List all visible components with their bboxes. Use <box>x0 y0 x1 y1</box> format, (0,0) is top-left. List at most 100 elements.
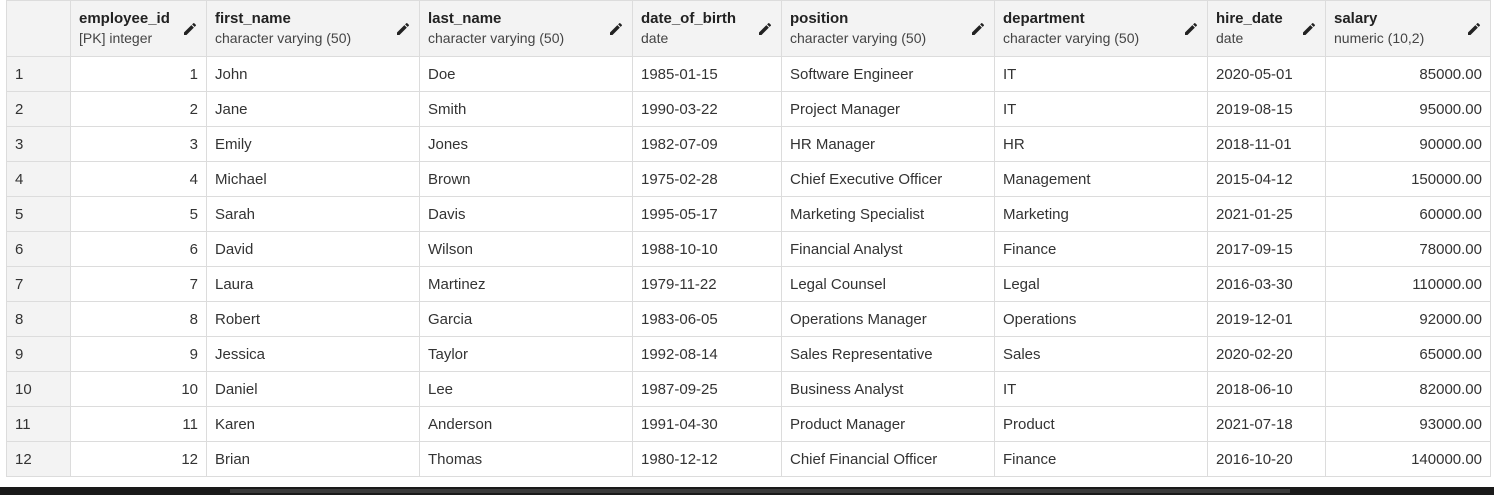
cell-department[interactable]: IT <box>994 56 1208 92</box>
cell-salary[interactable]: 90000.00 <box>1325 126 1491 162</box>
cell-department[interactable]: Legal <box>994 266 1208 302</box>
cell-salary[interactable]: 82000.00 <box>1325 371 1491 407</box>
cell-first-name[interactable]: John <box>206 56 420 92</box>
cell-date-of-birth[interactable]: 1985-01-15 <box>632 56 782 92</box>
cell-department[interactable]: HR <box>994 126 1208 162</box>
cell-hire-date[interactable]: 2018-11-01 <box>1207 126 1326 162</box>
cell-date-of-birth[interactable]: 1980-12-12 <box>632 441 782 477</box>
cell-position[interactable]: Legal Counsel <box>781 266 995 302</box>
cell-date-of-birth[interactable]: 1987-09-25 <box>632 371 782 407</box>
cell-position[interactable]: Business Analyst <box>781 371 995 407</box>
cell-date-of-birth[interactable]: 1983-06-05 <box>632 301 782 337</box>
column-header-employee-id[interactable]: employee_id [PK] integer <box>70 0 207 57</box>
cell-department[interactable]: Product <box>994 406 1208 442</box>
cell-first-name[interactable]: Jane <box>206 91 420 127</box>
table-row[interactable]: 12 12 Brian Thomas 1980-12-12 Chief Financial… <box>6 441 1491 477</box>
cell-hire-date[interactable]: 2019-08-15 <box>1207 91 1326 127</box>
cell-first-name[interactable]: Laura <box>206 266 420 302</box>
row-number[interactable]: 7 <box>6 266 71 302</box>
cell-hire-date[interactable]: 2017-09-15 <box>1207 231 1326 267</box>
row-number-header[interactable] <box>6 0 71 57</box>
row-number[interactable]: 6 <box>6 231 71 267</box>
cell-salary[interactable]: 85000.00 <box>1325 56 1491 92</box>
cell-department[interactable]: IT <box>994 91 1208 127</box>
pencil-icon[interactable] <box>1183 21 1199 37</box>
cell-last-name[interactable]: Doe <box>419 56 633 92</box>
cell-salary[interactable]: 150000.00 <box>1325 161 1491 197</box>
cell-employee-id[interactable]: 5 <box>70 196 207 232</box>
cell-hire-date[interactable]: 2021-01-25 <box>1207 196 1326 232</box>
cell-salary[interactable]: 65000.00 <box>1325 336 1491 372</box>
row-number[interactable]: 8 <box>6 301 71 337</box>
row-number[interactable]: 9 <box>6 336 71 372</box>
cell-date-of-birth[interactable]: 1979-11-22 <box>632 266 782 302</box>
cell-employee-id[interactable]: 10 <box>70 371 207 407</box>
cell-first-name[interactable]: Jessica <box>206 336 420 372</box>
cell-first-name[interactable]: Michael <box>206 161 420 197</box>
cell-department[interactable]: IT <box>994 371 1208 407</box>
cell-salary[interactable]: 60000.00 <box>1325 196 1491 232</box>
cell-salary[interactable]: 110000.00 <box>1325 266 1491 302</box>
cell-employee-id[interactable]: 6 <box>70 231 207 267</box>
column-header-last-name[interactable]: last_name character varying (50) <box>419 0 633 57</box>
cell-position[interactable]: Sales Representative <box>781 336 995 372</box>
table-row[interactable]: 8 8 Robert Garcia 1983-06-05 Operations Manag… <box>6 301 1491 337</box>
cell-employee-id[interactable]: 9 <box>70 336 207 372</box>
table-row[interactable]: 5 5 Sarah Davis 1995-05-17 Marketing Speciali… <box>6 196 1491 232</box>
cell-position[interactable]: Operations Manager <box>781 301 995 337</box>
cell-department[interactable]: Marketing <box>994 196 1208 232</box>
cell-date-of-birth[interactable]: 1991-04-30 <box>632 406 782 442</box>
pencil-icon[interactable] <box>1301 21 1317 37</box>
cell-last-name[interactable]: Garcia <box>419 301 633 337</box>
cell-last-name[interactable]: Jones <box>419 126 633 162</box>
cell-salary[interactable]: 92000.00 <box>1325 301 1491 337</box>
cell-last-name[interactable]: Smith <box>419 91 633 127</box>
cell-first-name[interactable]: Karen <box>206 406 420 442</box>
cell-department[interactable]: Finance <box>994 231 1208 267</box>
cell-first-name[interactable]: Emily <box>206 126 420 162</box>
cell-last-name[interactable]: Martinez <box>419 266 633 302</box>
cell-department[interactable]: Management <box>994 161 1208 197</box>
cell-position[interactable]: Marketing Specialist <box>781 196 995 232</box>
cell-date-of-birth[interactable]: 1988-10-10 <box>632 231 782 267</box>
cell-date-of-birth[interactable]: 1992-08-14 <box>632 336 782 372</box>
row-number[interactable]: 12 <box>6 441 71 477</box>
cell-employee-id[interactable]: 3 <box>70 126 207 162</box>
cell-last-name[interactable]: Taylor <box>419 336 633 372</box>
cell-employee-id[interactable]: 2 <box>70 91 207 127</box>
cell-position[interactable]: Chief Executive Officer <box>781 161 995 197</box>
cell-position[interactable]: Project Manager <box>781 91 995 127</box>
pencil-icon[interactable] <box>608 21 624 37</box>
table-row[interactable]: 10 10 Daniel Lee 1987-09-25 Business Analyst I… <box>6 371 1491 407</box>
cell-date-of-birth[interactable]: 1990-03-22 <box>632 91 782 127</box>
row-number[interactable]: 5 <box>6 196 71 232</box>
row-number[interactable]: 3 <box>6 126 71 162</box>
cell-date-of-birth[interactable]: 1995-05-17 <box>632 196 782 232</box>
table-row[interactable]: 6 6 David Wilson 1988-10-10 Financial Analyst… <box>6 231 1491 267</box>
cell-salary[interactable]: 140000.00 <box>1325 441 1491 477</box>
cell-salary[interactable]: 78000.00 <box>1325 231 1491 267</box>
table-row[interactable]: 7 7 Laura Martinez 1979-11-22 Legal Counsel Le… <box>6 266 1491 302</box>
row-number[interactable]: 2 <box>6 91 71 127</box>
cell-hire-date[interactable]: 2015-04-12 <box>1207 161 1326 197</box>
pencil-icon[interactable] <box>182 21 198 37</box>
column-header-position[interactable]: position character varying (50) <box>781 0 995 57</box>
column-header-date-of-birth[interactable]: date_of_birth date <box>632 0 782 57</box>
table-row[interactable]: 3 3 Emily Jones 1982-07-09 HR Manager HR 2018-1… <box>6 126 1491 162</box>
cell-last-name[interactable]: Anderson <box>419 406 633 442</box>
table-row[interactable]: 11 11 Karen Anderson 1991-04-30 Product Manag… <box>6 406 1491 442</box>
cell-last-name[interactable]: Brown <box>419 161 633 197</box>
cell-first-name[interactable]: Sarah <box>206 196 420 232</box>
cell-salary[interactable]: 93000.00 <box>1325 406 1491 442</box>
cell-employee-id[interactable]: 1 <box>70 56 207 92</box>
row-number[interactable]: 4 <box>6 161 71 197</box>
cell-position[interactable]: HR Manager <box>781 126 995 162</box>
cell-date-of-birth[interactable]: 1975-02-28 <box>632 161 782 197</box>
cell-last-name[interactable]: Lee <box>419 371 633 407</box>
pencil-icon[interactable] <box>395 21 411 37</box>
cell-hire-date[interactable]: 2018-06-10 <box>1207 371 1326 407</box>
row-number[interactable]: 11 <box>6 406 71 442</box>
cell-hire-date[interactable]: 2016-10-20 <box>1207 441 1326 477</box>
cell-hire-date[interactable]: 2016-03-30 <box>1207 266 1326 302</box>
cell-last-name[interactable]: Thomas <box>419 441 633 477</box>
